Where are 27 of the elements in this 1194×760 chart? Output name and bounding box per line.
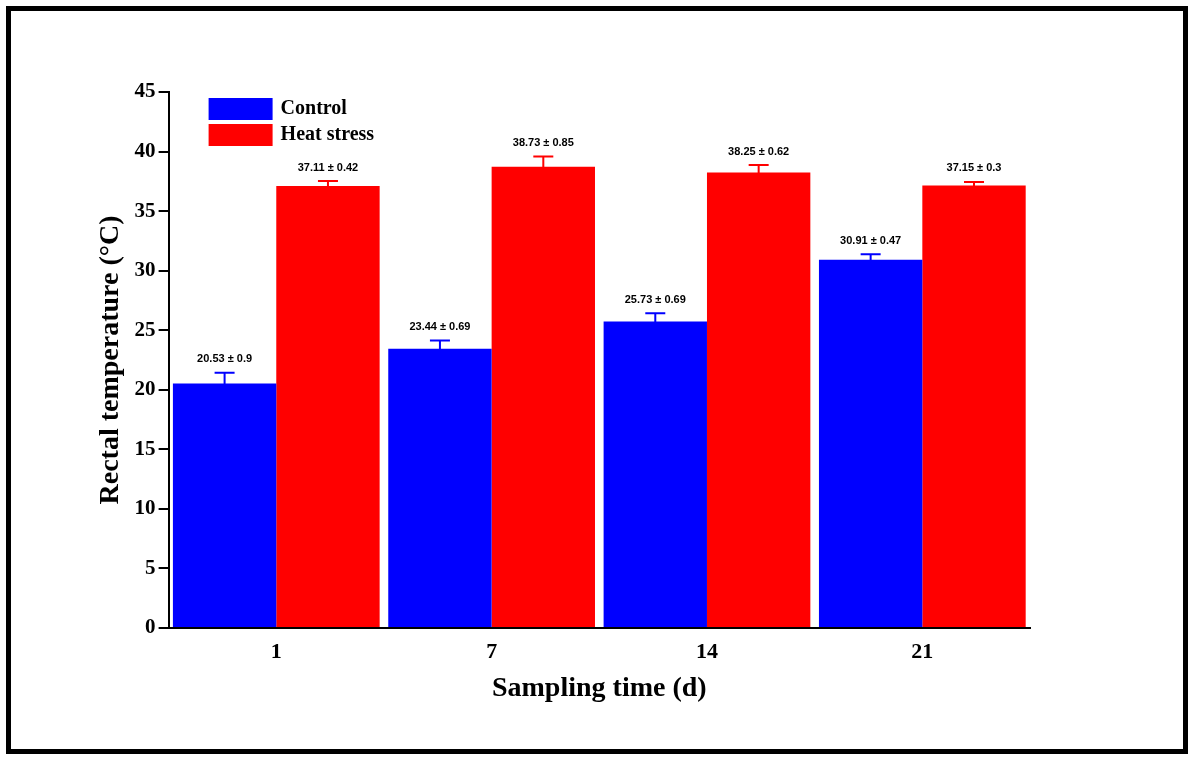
- y-axis-title: Rectal temperature (°C): [93, 215, 125, 505]
- data-label: 25.73 ± 0.69: [624, 292, 686, 305]
- x-tick-label: 21: [911, 637, 934, 663]
- data-label: 20.53 ± 0.9: [197, 352, 253, 365]
- y-tick-label: 15: [134, 435, 156, 460]
- x-tick-label: 14: [695, 637, 718, 663]
- y-tick-label: 45: [134, 78, 156, 103]
- y-tick-label: 35: [134, 197, 156, 222]
- data-label: 23.44 ± 0.69: [409, 320, 471, 333]
- y-tick-label: 0: [145, 614, 156, 639]
- y-tick-label: 30: [134, 257, 156, 282]
- y-tick-label: 5: [145, 554, 156, 579]
- legend-label: Control: [280, 96, 348, 119]
- y-tick-label: 10: [134, 495, 156, 520]
- x-axis-title: Sampling time (d): [491, 671, 707, 703]
- y-tick-label: 20: [134, 376, 156, 401]
- y-tick-label: 40: [134, 137, 156, 162]
- y-tick-label: 25: [134, 316, 156, 341]
- data-label: 38.25 ± 0.62: [728, 144, 790, 157]
- data-label: 37.15 ± 0.3: [946, 161, 1002, 174]
- data-label: 37.11 ± 0.42: [297, 160, 359, 173]
- legend-label: Heat stress: [280, 122, 375, 145]
- x-tick-label: 7: [486, 637, 498, 663]
- data-label: 38.73 ± 0.85: [512, 136, 574, 149]
- x-tick-label: 1: [270, 637, 282, 663]
- data-label: 30.91 ± 0.47: [840, 233, 902, 246]
- bar: [922, 185, 1026, 627]
